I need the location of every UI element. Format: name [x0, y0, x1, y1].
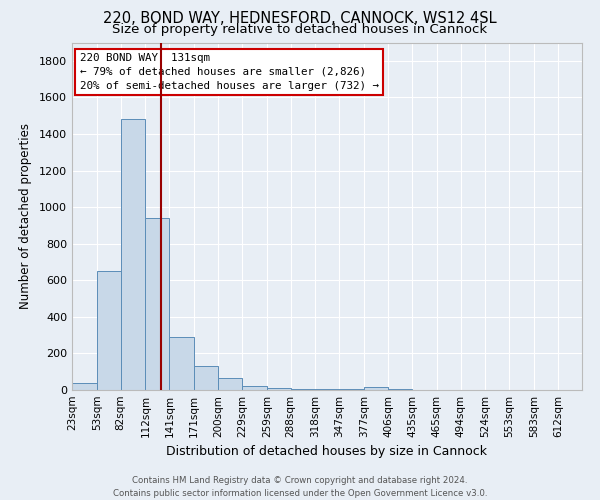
- Text: 220, BOND WAY, HEDNESFORD, CANNOCK, WS12 4SL: 220, BOND WAY, HEDNESFORD, CANNOCK, WS12…: [103, 11, 497, 26]
- Bar: [290, 389, 316, 390]
- Text: Contains HM Land Registry data © Crown copyright and database right 2024.
Contai: Contains HM Land Registry data © Crown c…: [113, 476, 487, 498]
- Bar: [72, 382, 97, 390]
- Text: 220 BOND WAY: 131sqm
← 79% of detached houses are smaller (2,826)
20% of semi-de: 220 BOND WAY: 131sqm ← 79% of detached h…: [80, 53, 379, 91]
- Text: Size of property relative to detached houses in Cannock: Size of property relative to detached ho…: [112, 23, 488, 36]
- Bar: [242, 386, 267, 390]
- Bar: [145, 218, 169, 390]
- Bar: [169, 337, 194, 390]
- X-axis label: Distribution of detached houses by size in Cannock: Distribution of detached houses by size …: [167, 446, 487, 458]
- Bar: [364, 388, 388, 390]
- Bar: [194, 366, 218, 390]
- Bar: [97, 271, 121, 390]
- Bar: [267, 388, 290, 390]
- Bar: [340, 389, 364, 390]
- Bar: [218, 378, 242, 390]
- Bar: [316, 389, 340, 390]
- Bar: [388, 389, 412, 390]
- Y-axis label: Number of detached properties: Number of detached properties: [19, 123, 32, 309]
- Bar: [121, 120, 145, 390]
